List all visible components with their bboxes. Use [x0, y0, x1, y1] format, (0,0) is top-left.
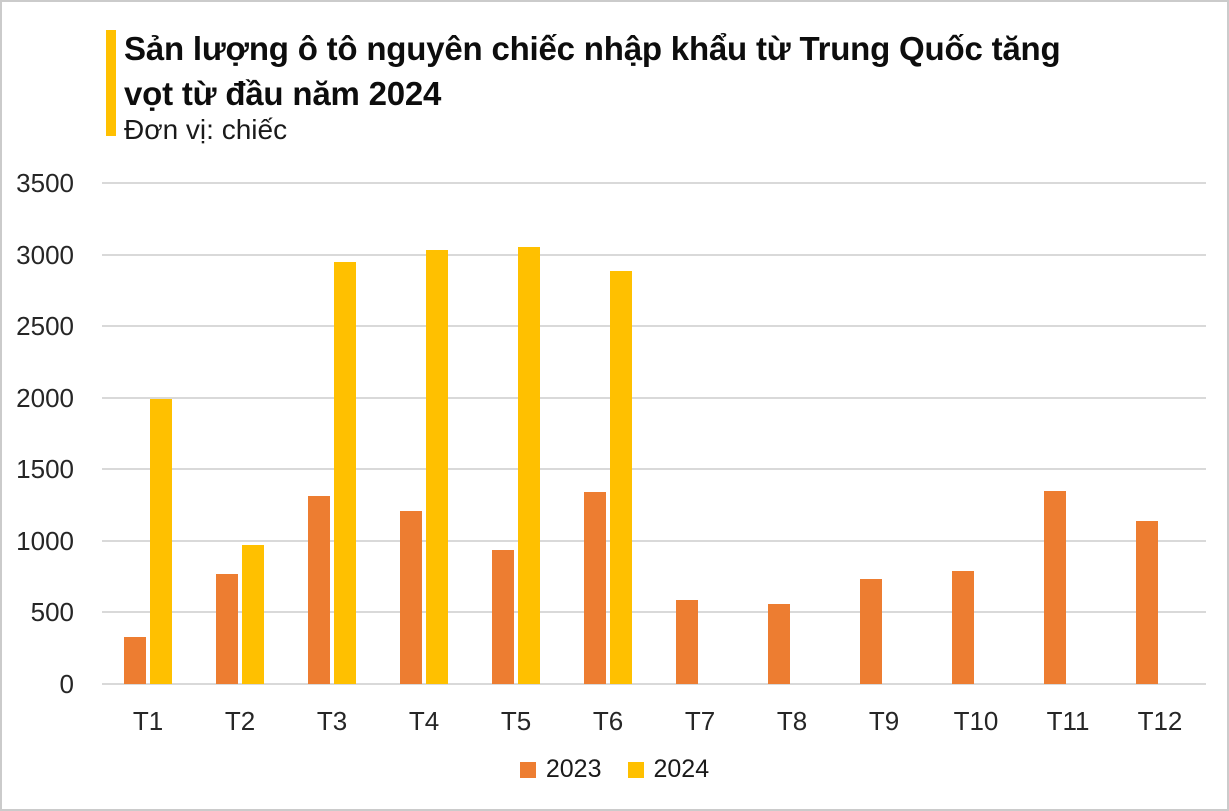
legend: 2023 2024: [2, 755, 1227, 784]
x-axis-tick-label: T12: [1137, 706, 1183, 736]
legend-swatch-2024-icon: [627, 761, 644, 778]
x-axis-tick-label: T2: [224, 706, 256, 736]
legend-label-2023: 2023: [545, 755, 602, 783]
title-accent-bar: [106, 30, 116, 136]
bar-2023-T8: [768, 603, 790, 684]
bar-2023-T6: [584, 492, 606, 684]
y-axis-tick-label: 2000: [16, 382, 74, 413]
chart-unit-label: Đơn vị: chiếc: [124, 114, 288, 145]
gridline-3500: [102, 182, 1206, 184]
gridline-1500: [102, 468, 1206, 471]
bar-2023-T5: [492, 550, 514, 684]
x-axis-tick-label: T3: [316, 706, 348, 736]
bar-2023-T1: [124, 637, 146, 684]
chart-title: Sản lượng ô tô nguyên chiếc nhập khẩu từ…: [124, 26, 1061, 116]
bar-2023-T4: [400, 510, 422, 684]
bar-2024-T5: [518, 246, 540, 684]
y-axis-tick-label: 2500: [16, 311, 74, 342]
gridline-2500: [102, 325, 1206, 328]
chart-title-line1: Sản lượng ô tô nguyên chiếc nhập khẩu từ…: [124, 30, 1061, 67]
bar-2024-T2: [242, 545, 264, 684]
x-axis-tick-label: T1: [132, 706, 164, 736]
legend-item-2024: 2024: [627, 755, 710, 784]
bar-2024-T3: [334, 261, 356, 684]
bar-2023-T3: [308, 495, 330, 684]
x-axis-tick-label: T7: [684, 706, 716, 736]
bar-2023-T11: [1044, 490, 1066, 684]
legend-swatch-2023-icon: [519, 761, 536, 778]
gridline-2000: [102, 396, 1206, 399]
x-axis-tick-label: T11: [1046, 706, 1090, 736]
bar-2024-T1: [150, 399, 172, 684]
x-axis-tick-label: T6: [592, 706, 624, 736]
gridline-0: [102, 683, 1206, 685]
bar-2024-T4: [426, 249, 448, 684]
y-axis-tick-label: 500: [30, 597, 74, 628]
y-axis-tick-label: 1500: [16, 454, 74, 485]
x-axis-tick-label: T10: [953, 706, 999, 736]
legend-item-2023: 2023: [519, 755, 602, 784]
bar-2023-T12: [1136, 520, 1158, 684]
y-axis-tick-label: 1000: [16, 525, 74, 556]
y-axis-tick-label: 0: [59, 669, 74, 699]
x-axis-tick-label: T4: [408, 706, 440, 736]
x-axis-tick-label: T8: [776, 706, 808, 736]
x-axis-tick-label: T5: [500, 706, 532, 736]
bar-2023-T7: [676, 599, 698, 684]
gridline-500: [102, 611, 1206, 614]
gridline-1000: [102, 539, 1206, 542]
x-axis-tick-label: T9: [868, 706, 900, 736]
y-axis-tick-label: 3000: [16, 239, 74, 270]
legend-label-2024: 2024: [653, 755, 710, 783]
chart-title-line2: vọt từ đầu năm 2024: [124, 75, 442, 112]
bar-2023-T10: [952, 570, 974, 684]
y-axis-tick-label: 3500: [16, 168, 74, 198]
gridline-3000: [102, 253, 1206, 256]
bar-2024-T6: [610, 271, 632, 684]
bar-2023-T9: [860, 578, 882, 684]
bar-2023-T2: [216, 573, 238, 684]
